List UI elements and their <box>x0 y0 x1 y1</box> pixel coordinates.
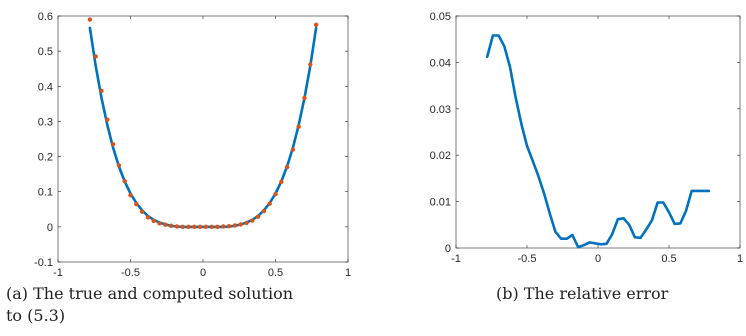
data-point <box>255 214 261 219</box>
y-tick-label: 0.5 <box>38 46 53 58</box>
caption-b: (b) The relative error <box>496 284 669 303</box>
data-point <box>221 224 226 229</box>
series-line-a <box>88 26 318 229</box>
data-point <box>168 223 174 229</box>
data-point <box>174 224 180 229</box>
data-point <box>284 164 290 170</box>
data-point <box>93 54 98 59</box>
data-point <box>273 191 278 197</box>
y-tick-label: 0.4 <box>38 81 53 93</box>
x-tick-label: 0.5 <box>661 253 676 265</box>
data-point <box>110 142 116 147</box>
data-point <box>209 224 214 230</box>
y-tick-label: 0.2 <box>38 152 53 164</box>
data-point <box>197 224 203 230</box>
data-point <box>116 163 122 168</box>
data-point <box>308 62 313 67</box>
x-tick-label: 0 <box>200 267 206 279</box>
data-point <box>134 201 139 207</box>
data-point <box>139 209 145 214</box>
x-tick-label: -0.5 <box>518 253 537 265</box>
data-point <box>180 224 185 230</box>
panel-a-solution-plot: -1 -0.5 0 0.5 1 -0.1 0 0.1 0.2 0.3 0.4 0.5 0.6 <box>34 11 351 279</box>
data-point <box>302 95 307 101</box>
figure: -1 -0.5 0 0.5 1 -0.1 0 0.1 0.2 0.3 0.4 0.5 0.6 -1 -0.… <box>34 11 743 279</box>
panel-b-relative-error-plot: -1 -0.5 0 0.5 1 0 0.01 0.02 0.03 0.04 0.05 <box>430 11 743 265</box>
data-point <box>313 22 319 27</box>
data-point <box>232 223 238 228</box>
data-point <box>261 208 267 214</box>
y-tick-label: 0.04 <box>430 57 451 69</box>
x-tick-label: 0 <box>595 253 601 265</box>
data-point <box>215 224 220 230</box>
data-point <box>226 223 232 229</box>
data-point <box>122 178 127 184</box>
y-tick-label: 0 <box>445 243 451 255</box>
data-point <box>238 222 243 227</box>
y-tick-label: 0.05 <box>430 11 451 23</box>
y-tick-label: 0.6 <box>38 11 53 23</box>
y-tick-label: 0.3 <box>38 116 53 128</box>
x-tick-label: 1 <box>737 253 743 265</box>
y-tick-label: 0.02 <box>430 150 451 162</box>
data-point <box>279 179 284 185</box>
data-point <box>290 147 296 152</box>
x-tick-label: 1 <box>345 267 351 279</box>
data-point <box>250 218 255 223</box>
data-point <box>163 222 168 227</box>
data-point <box>296 124 301 129</box>
data-point <box>203 224 209 230</box>
data-point <box>99 88 104 94</box>
data-point <box>186 224 191 230</box>
y-tick-label: 0 <box>47 222 53 234</box>
x-tick-label: -0.5 <box>121 267 140 279</box>
data-point <box>105 117 110 122</box>
data-point <box>128 193 133 198</box>
data-point <box>157 221 162 226</box>
data-point <box>267 201 272 206</box>
plot-frame-a <box>57 15 349 263</box>
y-tick-label: 0.1 <box>38 187 53 199</box>
y-tick-label: 0.01 <box>430 197 451 209</box>
data-point <box>145 215 151 220</box>
caption-a: (a) The true and computed solution to (5… <box>6 284 294 325</box>
x-tick-label: 0.5 <box>268 267 283 279</box>
x-tick-label: -1 <box>451 253 461 265</box>
data-point <box>192 224 197 230</box>
y-tick-label: 0.03 <box>430 104 451 116</box>
data-point <box>151 218 156 224</box>
x-tick-label: -1 <box>53 267 63 279</box>
y-tick-label: -0.1 <box>34 257 53 269</box>
data-point <box>244 220 249 226</box>
data-point <box>87 17 93 22</box>
plot-frame-b <box>455 15 741 249</box>
series-line-b <box>485 34 711 249</box>
